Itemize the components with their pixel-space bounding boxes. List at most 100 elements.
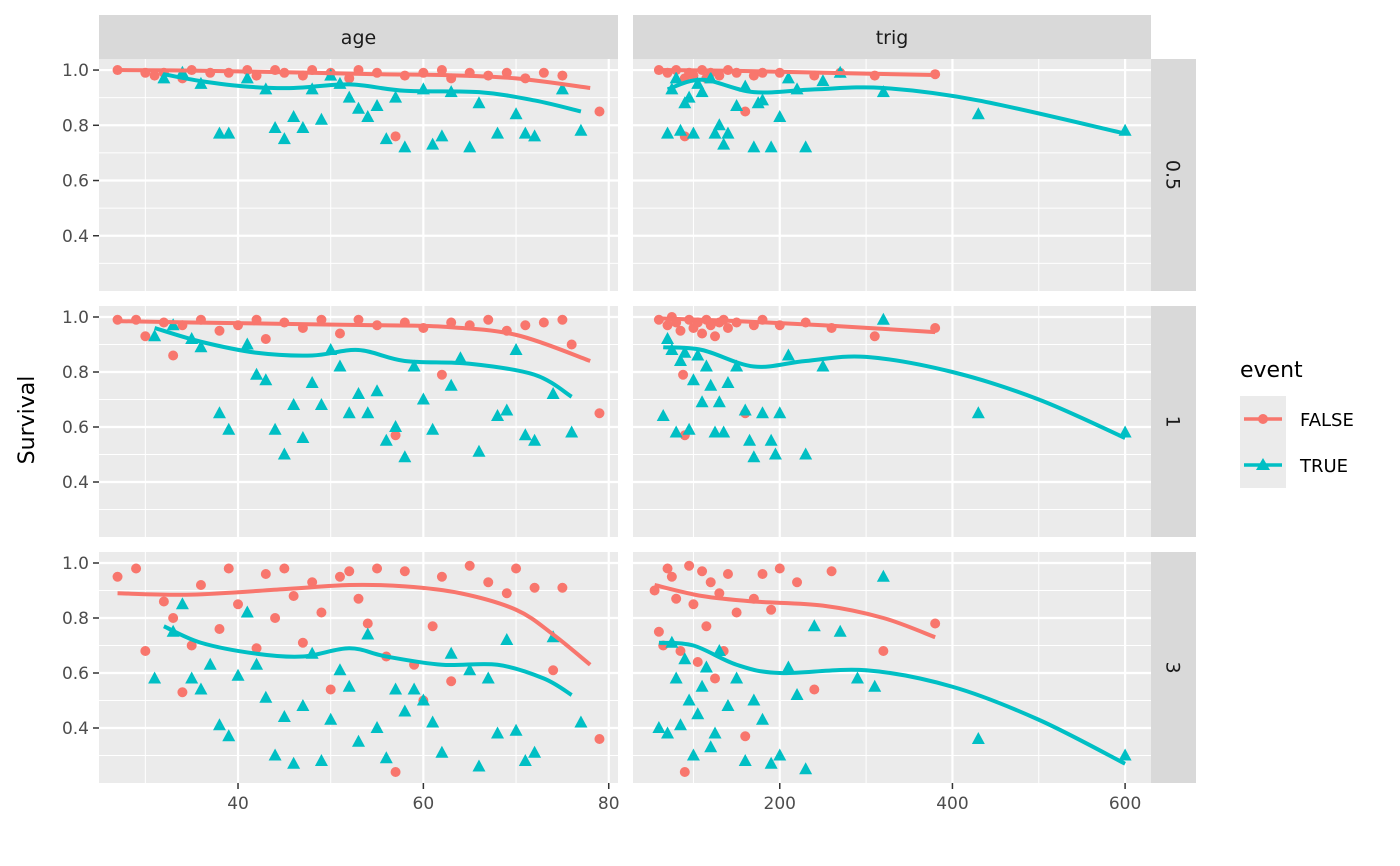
data-point-false: [436, 65, 447, 76]
data-point-true: [574, 123, 588, 136]
data-point-true: [678, 345, 692, 358]
data-point-true: [756, 712, 769, 725]
facet-strip-label-age: age: [341, 27, 376, 49]
data-point-false: [520, 320, 531, 331]
data-point-false: [214, 325, 225, 336]
smooth-line-true: [658, 640, 1127, 766]
facet-strip-label-row-3: 3: [1162, 661, 1184, 673]
data-point-true: [314, 398, 328, 410]
data-point-true: [472, 444, 486, 457]
data-point-true: [212, 718, 226, 731]
data-point-true: [453, 351, 467, 364]
data-point-false: [251, 643, 262, 654]
data-point-true: [416, 693, 430, 706]
data-point-true: [148, 671, 162, 684]
data-point-true: [342, 679, 356, 692]
data-point-true: [509, 343, 523, 355]
data-point-false: [675, 325, 686, 336]
data-point-false: [501, 67, 512, 78]
data-point-true: [472, 96, 486, 109]
data-point-true: [546, 387, 560, 399]
data-point-true: [463, 140, 477, 153]
data-point-true: [781, 660, 795, 673]
data-point-true: [287, 756, 301, 769]
y-tick-label: 0.8: [62, 116, 89, 136]
data-point-true: [398, 140, 412, 153]
data-point-false: [557, 70, 568, 81]
data-point-false: [757, 569, 768, 579]
smooth-line-true: [163, 72, 582, 114]
data-point-false: [177, 687, 188, 698]
data-point-true: [747, 693, 761, 706]
data-point-true: [185, 671, 199, 684]
data-point-true: [361, 110, 375, 122]
data-point-true: [222, 729, 236, 742]
data-point-true: [231, 668, 245, 681]
data-point-true: [555, 82, 569, 95]
data-point-true: [686, 126, 700, 139]
smooth-line-false: [117, 319, 591, 363]
facet-strip-row-1: [1151, 306, 1196, 537]
data-point-false: [809, 684, 820, 695]
legend-point-true: [1256, 458, 1270, 470]
data-point-true: [695, 395, 709, 408]
data-point-true: [268, 748, 282, 761]
facet-strip-label-row-0.5: 0.5: [1162, 160, 1184, 190]
x-tick-label: 200: [764, 794, 796, 814]
data-point-true: [799, 140, 813, 153]
smooth-line-true: [666, 77, 1126, 136]
data-point-false: [678, 369, 689, 380]
data-point-false: [731, 607, 742, 618]
facet-strip-trig: [633, 15, 1151, 59]
data-point-true: [747, 450, 761, 463]
data-point-true: [764, 433, 778, 446]
data-point-true: [444, 646, 458, 659]
data-point-true: [721, 126, 735, 139]
data-point-true: [799, 447, 813, 460]
y-tick-label: 1.0: [62, 308, 89, 328]
data-point-false: [701, 621, 712, 632]
data-point-true: [472, 759, 486, 772]
smooth-line-false: [658, 68, 936, 78]
data-point-true: [708, 126, 722, 139]
legend-title: event: [1240, 358, 1303, 383]
data-point-false: [436, 571, 447, 582]
data-point-true: [296, 699, 310, 711]
data-point-true: [333, 663, 347, 676]
smooth-line-false: [117, 68, 591, 90]
data-point-true: [816, 359, 830, 372]
data-point-false: [649, 585, 660, 596]
data-point-true: [194, 340, 208, 353]
data-point-true: [426, 137, 440, 150]
data-point-false: [594, 408, 605, 419]
data-point-true: [500, 403, 514, 416]
data-point-true: [656, 409, 670, 421]
data-point-false: [684, 560, 695, 571]
data-point-true: [876, 85, 890, 98]
data-point-true: [212, 406, 226, 419]
x-tick-label: 40: [227, 794, 249, 814]
panel-age-3: [99, 552, 618, 783]
data-point-true: [175, 597, 189, 610]
data-point-true: [518, 754, 532, 766]
data-point-false: [149, 70, 160, 81]
data-point-true: [717, 425, 731, 438]
data-point-false: [334, 571, 345, 582]
data-point-true: [669, 425, 683, 438]
data-point-false: [697, 328, 708, 339]
data-point-true: [398, 450, 412, 463]
y-tick-label: 0.6: [62, 418, 89, 438]
data-point-true: [708, 425, 722, 438]
data-point-false: [722, 323, 733, 333]
legend: event FALSE TRUE: [1240, 358, 1354, 488]
data-point-false: [446, 676, 457, 687]
data-point-false: [390, 767, 401, 777]
data-point-false: [372, 563, 383, 574]
data-point-true: [528, 433, 542, 446]
data-point-true: [203, 657, 217, 670]
y-tick-label: 0.4: [62, 227, 89, 247]
data-point-false: [307, 577, 318, 588]
data-point-true: [764, 756, 778, 769]
data-point-false: [662, 320, 673, 331]
